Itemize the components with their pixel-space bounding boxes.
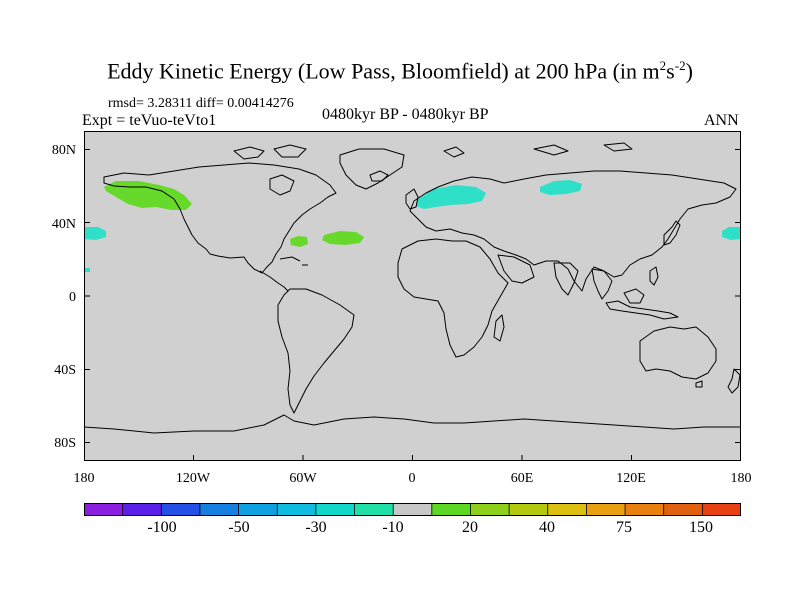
coast-madagascar bbox=[493, 314, 505, 342]
coast-central-america bbox=[259, 270, 289, 292]
lat-label-80n: 80N bbox=[51, 143, 76, 158]
coast-arctic-islands bbox=[233, 142, 633, 160]
anomaly-atlantic-west bbox=[290, 236, 308, 247]
coast-north-america bbox=[103, 162, 337, 274]
rmsd-diff-text: rmsd= 3.28311 diff= 0.00414276 bbox=[108, 96, 294, 111]
coast-australia bbox=[639, 326, 717, 380]
colorbar bbox=[84, 503, 741, 516]
anomaly-central-asia bbox=[540, 180, 582, 195]
period-label: 0480kyr BP - 0480kyr BP bbox=[322, 106, 489, 123]
colorbar-box bbox=[122, 503, 162, 516]
title-exponent-2: -2 bbox=[674, 58, 686, 73]
anomaly-pacific-east-edge bbox=[722, 227, 741, 240]
lon-label-60e: 60E bbox=[510, 471, 534, 486]
season-label: ANN bbox=[704, 112, 739, 129]
axis-ticks bbox=[84, 149, 741, 461]
lon-label-180w: 180 bbox=[73, 471, 95, 486]
coast-africa bbox=[397, 238, 509, 358]
colorbar-box bbox=[547, 503, 587, 516]
coast-india bbox=[553, 262, 579, 296]
coast-iceland bbox=[369, 170, 389, 182]
colorbar-label-neg100: -100 bbox=[147, 519, 177, 536]
coast-japan bbox=[663, 220, 681, 246]
colorbar-box bbox=[431, 503, 471, 516]
negative-anomaly-regions bbox=[84, 180, 741, 272]
colorbar-label-150: 150 bbox=[689, 519, 713, 536]
anomaly-atlantic-mid bbox=[322, 231, 364, 245]
experiment-label: Expt = teVuo-teVto1 bbox=[82, 112, 217, 129]
colorbar-box bbox=[509, 503, 549, 516]
coast-philippines bbox=[649, 266, 659, 286]
title-unit-s: s bbox=[666, 58, 675, 84]
title-close-paren: ) bbox=[685, 58, 693, 84]
coast-indonesia bbox=[605, 300, 679, 320]
coast-tasmania bbox=[695, 380, 703, 388]
coast-europe bbox=[409, 170, 737, 292]
coast-borneo bbox=[623, 288, 645, 304]
coastlines bbox=[84, 142, 741, 434]
colorbar-label-75: 75 bbox=[616, 519, 632, 536]
colorbar-box bbox=[393, 503, 433, 516]
lon-label-0: 0 bbox=[408, 471, 416, 486]
coast-hudson-bay bbox=[269, 174, 295, 196]
anomaly-small-pacific bbox=[84, 268, 90, 272]
colorbar-box bbox=[238, 503, 278, 516]
colorbar-label-40: 40 bbox=[539, 519, 555, 536]
coast-british-isles bbox=[405, 188, 419, 210]
colorbar-label-neg30: -30 bbox=[305, 519, 327, 536]
anomaly-europe bbox=[416, 185, 486, 209]
colorbar-box bbox=[702, 503, 741, 516]
lat-label-eq: 0 bbox=[69, 290, 76, 305]
lon-label-120w: 120W bbox=[175, 471, 211, 486]
colorbar-box bbox=[84, 503, 123, 516]
colorbar-box bbox=[354, 503, 394, 516]
colorbar-box bbox=[470, 503, 510, 516]
coast-antarctica bbox=[84, 414, 741, 434]
lon-label-60w: 60W bbox=[289, 471, 317, 486]
colorbar-box bbox=[277, 503, 317, 516]
colorbar-label-20: 20 bbox=[462, 519, 478, 536]
positive-anomaly-regions bbox=[104, 181, 364, 247]
lat-label-80s: 80S bbox=[54, 436, 76, 451]
lat-label-40s: 40S bbox=[54, 363, 76, 378]
colorbar-box bbox=[663, 503, 703, 516]
colorbar-box bbox=[625, 503, 665, 516]
title-text: Eddy Kinetic Energy (Low Pass, Bloomfiel… bbox=[107, 58, 660, 84]
colorbar-label-neg10: -10 bbox=[382, 519, 404, 536]
colorbar-label-neg50: -50 bbox=[228, 519, 250, 536]
coast-south-america bbox=[277, 288, 355, 414]
lat-label-40n: 40N bbox=[51, 217, 76, 232]
lon-label-120e: 120E bbox=[616, 471, 646, 486]
colorbar-box bbox=[315, 503, 355, 516]
coast-arabia bbox=[497, 254, 535, 284]
colorbar-box bbox=[586, 503, 626, 516]
plot-title: Eddy Kinetic Energy (Low Pass, Bloomfiel… bbox=[0, 58, 800, 84]
colorbar-box bbox=[161, 503, 201, 516]
colorbar-box bbox=[199, 503, 239, 516]
coast-caribbean bbox=[279, 256, 308, 266]
lon-label-180e: 180 bbox=[730, 471, 752, 486]
coast-southeast-asia bbox=[591, 268, 613, 300]
anomaly-pacific-west-edge bbox=[84, 227, 106, 240]
anomaly-north-pacific bbox=[104, 181, 192, 210]
title-exponent-1: 2 bbox=[659, 58, 667, 73]
world-map bbox=[84, 131, 741, 461]
colorbar-frame bbox=[84, 503, 741, 516]
